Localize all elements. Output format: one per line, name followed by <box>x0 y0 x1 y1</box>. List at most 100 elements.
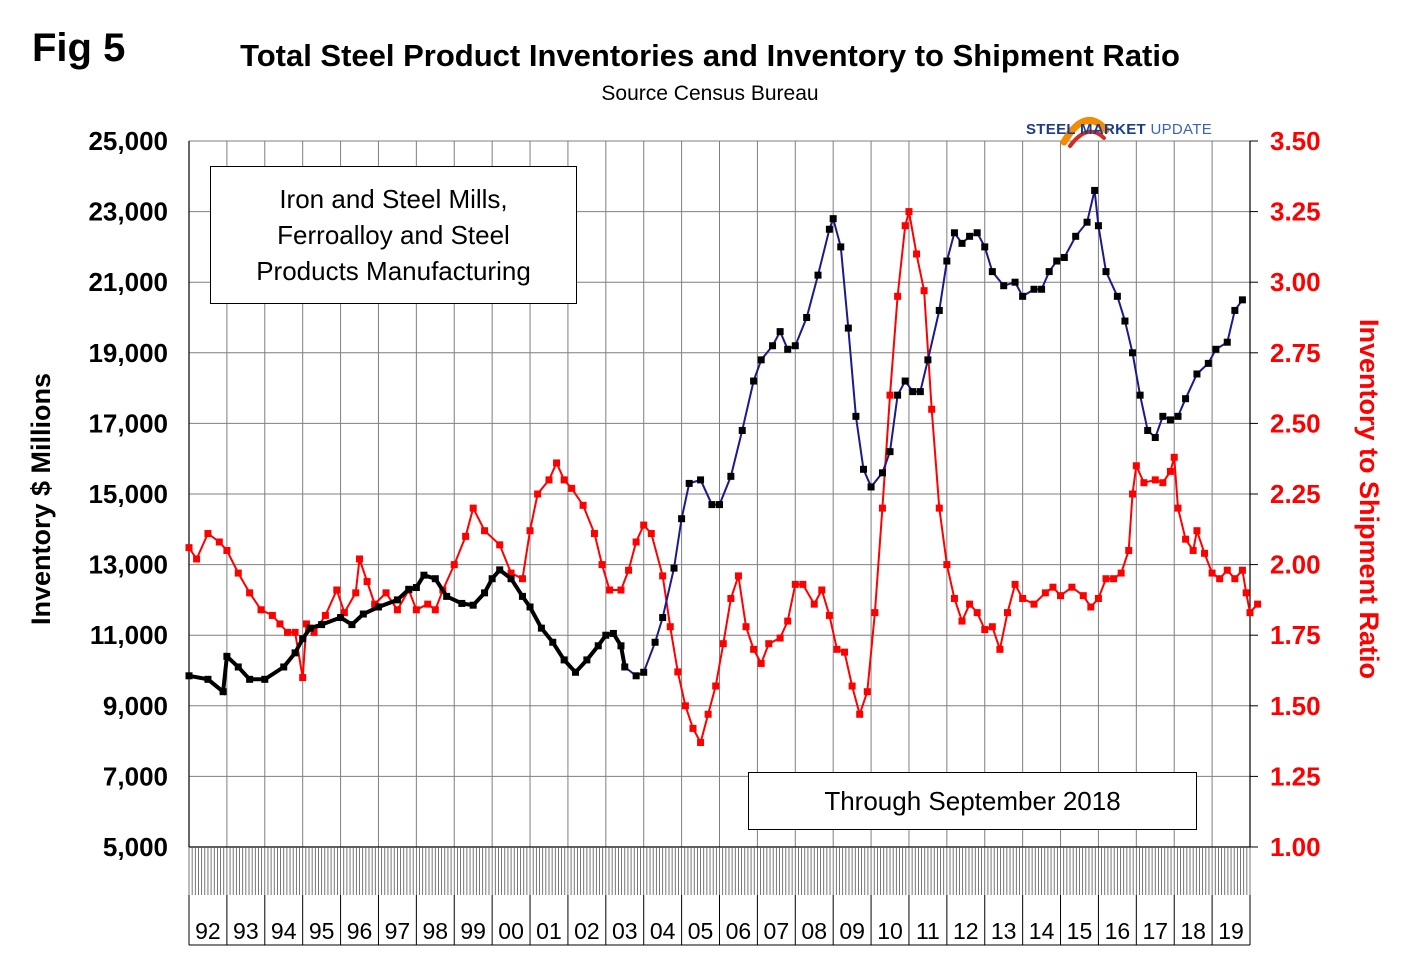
figure-label: Fig 5 <box>32 26 126 70</box>
ratio-point <box>719 640 727 648</box>
logo-text: STEEL MARKET UPDATE <box>1026 121 1212 138</box>
description-line-3: Products Manufacturing <box>256 256 531 286</box>
ratio-point <box>193 555 201 563</box>
inventory-point <box>1182 395 1190 403</box>
inventory-point <box>1000 282 1008 290</box>
ratio-point <box>1087 603 1095 611</box>
ratio-point <box>1041 589 1049 597</box>
ratio-point <box>776 634 784 642</box>
ratio-point <box>810 600 818 608</box>
ratio-point <box>742 623 750 631</box>
x-tick-label: 08 <box>801 918 827 944</box>
ratio-point <box>996 645 1004 653</box>
ratio-point <box>553 459 561 467</box>
x-tick-label: 94 <box>271 918 297 944</box>
y-left-tick-label: 11,000 <box>90 620 168 650</box>
ratio-point <box>647 530 655 538</box>
ratio-point <box>1201 549 1209 557</box>
y-right-tick-label: 2.25 <box>1270 479 1321 509</box>
inventory-point <box>1045 268 1053 276</box>
ratio-point <box>958 617 966 625</box>
ratio-point <box>310 628 318 636</box>
inventory-point <box>966 232 974 240</box>
inventory-point <box>803 314 811 321</box>
ratio-point <box>1079 592 1087 600</box>
ratio-point <box>1057 592 1065 600</box>
ratio-point <box>393 606 401 614</box>
inventory-point <box>458 599 466 607</box>
inventory-point <box>393 596 401 604</box>
x-tick-label: 12 <box>953 918 979 944</box>
inventory-point <box>708 501 716 509</box>
logo-text-light: UPDATE <box>1150 121 1212 138</box>
x-tick-label: 10 <box>877 918 903 944</box>
inventory-point <box>716 501 723 509</box>
ratio-point <box>750 645 758 653</box>
inventory-point <box>757 356 765 364</box>
inventory-point <box>594 642 602 650</box>
inventory-point <box>837 243 845 251</box>
inventory-point <box>560 656 568 664</box>
ratio-point <box>234 569 242 577</box>
ratio-point <box>734 572 742 580</box>
ratio-point <box>1231 575 1239 583</box>
x-tick-label: 13 <box>991 918 1017 944</box>
inventory-point <box>299 635 307 643</box>
inventory-point <box>640 668 648 676</box>
inventory-point <box>469 601 477 609</box>
ratio-point <box>431 606 439 614</box>
ratio-point <box>1223 566 1231 574</box>
inventory-point <box>1144 426 1152 434</box>
description-line-1: Iron and Steel Mills, <box>279 184 508 214</box>
inventory-point <box>1113 292 1121 300</box>
inventory-point <box>405 585 413 593</box>
inventory-series-line-late <box>624 190 1244 677</box>
ratio-point <box>943 561 951 569</box>
ratio-point <box>863 688 871 696</box>
x-tick-label: 16 <box>1105 918 1131 944</box>
ratio-point <box>697 739 705 747</box>
ratio-point <box>1102 575 1110 583</box>
inventory-point <box>988 268 996 276</box>
ratio-point <box>424 600 432 608</box>
inventory-point <box>526 603 534 611</box>
ratio-point <box>356 555 364 563</box>
y-left-tick-label: 7,000 <box>103 761 168 791</box>
inventory-point <box>234 663 242 671</box>
inventory-point <box>632 672 640 680</box>
ratio-point <box>568 484 576 492</box>
inventory-point <box>1174 412 1182 420</box>
ratio-point <box>1049 583 1057 591</box>
x-tick-label: 00 <box>498 918 524 944</box>
inventory-point <box>1231 306 1239 314</box>
inventory-point <box>223 652 231 660</box>
x-tick-label: 92 <box>195 918 221 944</box>
ratio-point <box>950 594 958 602</box>
inventory-point <box>878 469 886 477</box>
y-left-tick-label: 15,000 <box>88 479 168 509</box>
inventory-point <box>572 668 580 676</box>
ratio-point <box>833 645 841 653</box>
inventory-point <box>867 483 875 491</box>
ratio-point <box>507 569 515 577</box>
ratio-point <box>1132 462 1140 470</box>
inventory-point <box>359 610 367 618</box>
x-tick-label: 19 <box>1218 918 1244 944</box>
ratio-point <box>799 580 807 588</box>
inventory-point <box>185 672 193 680</box>
x-axis-month-ticks <box>188 847 1251 895</box>
y-right-tick-label: 2.50 <box>1270 408 1321 438</box>
ratio-point <box>469 504 477 512</box>
ratio-point <box>215 538 223 546</box>
inventory-point <box>1091 186 1099 194</box>
inventory-point <box>901 377 909 385</box>
inventory-point <box>1212 345 1220 353</box>
y-right-tick-label: 2.00 <box>1270 550 1321 580</box>
ratio-point <box>462 532 470 540</box>
ratio-point <box>246 589 254 597</box>
ratio-point <box>1166 467 1174 475</box>
y-right-tick-label: 3.00 <box>1270 267 1321 297</box>
ratio-point <box>784 617 792 625</box>
inventory-point <box>348 621 356 629</box>
ratio-point <box>1254 600 1262 608</box>
